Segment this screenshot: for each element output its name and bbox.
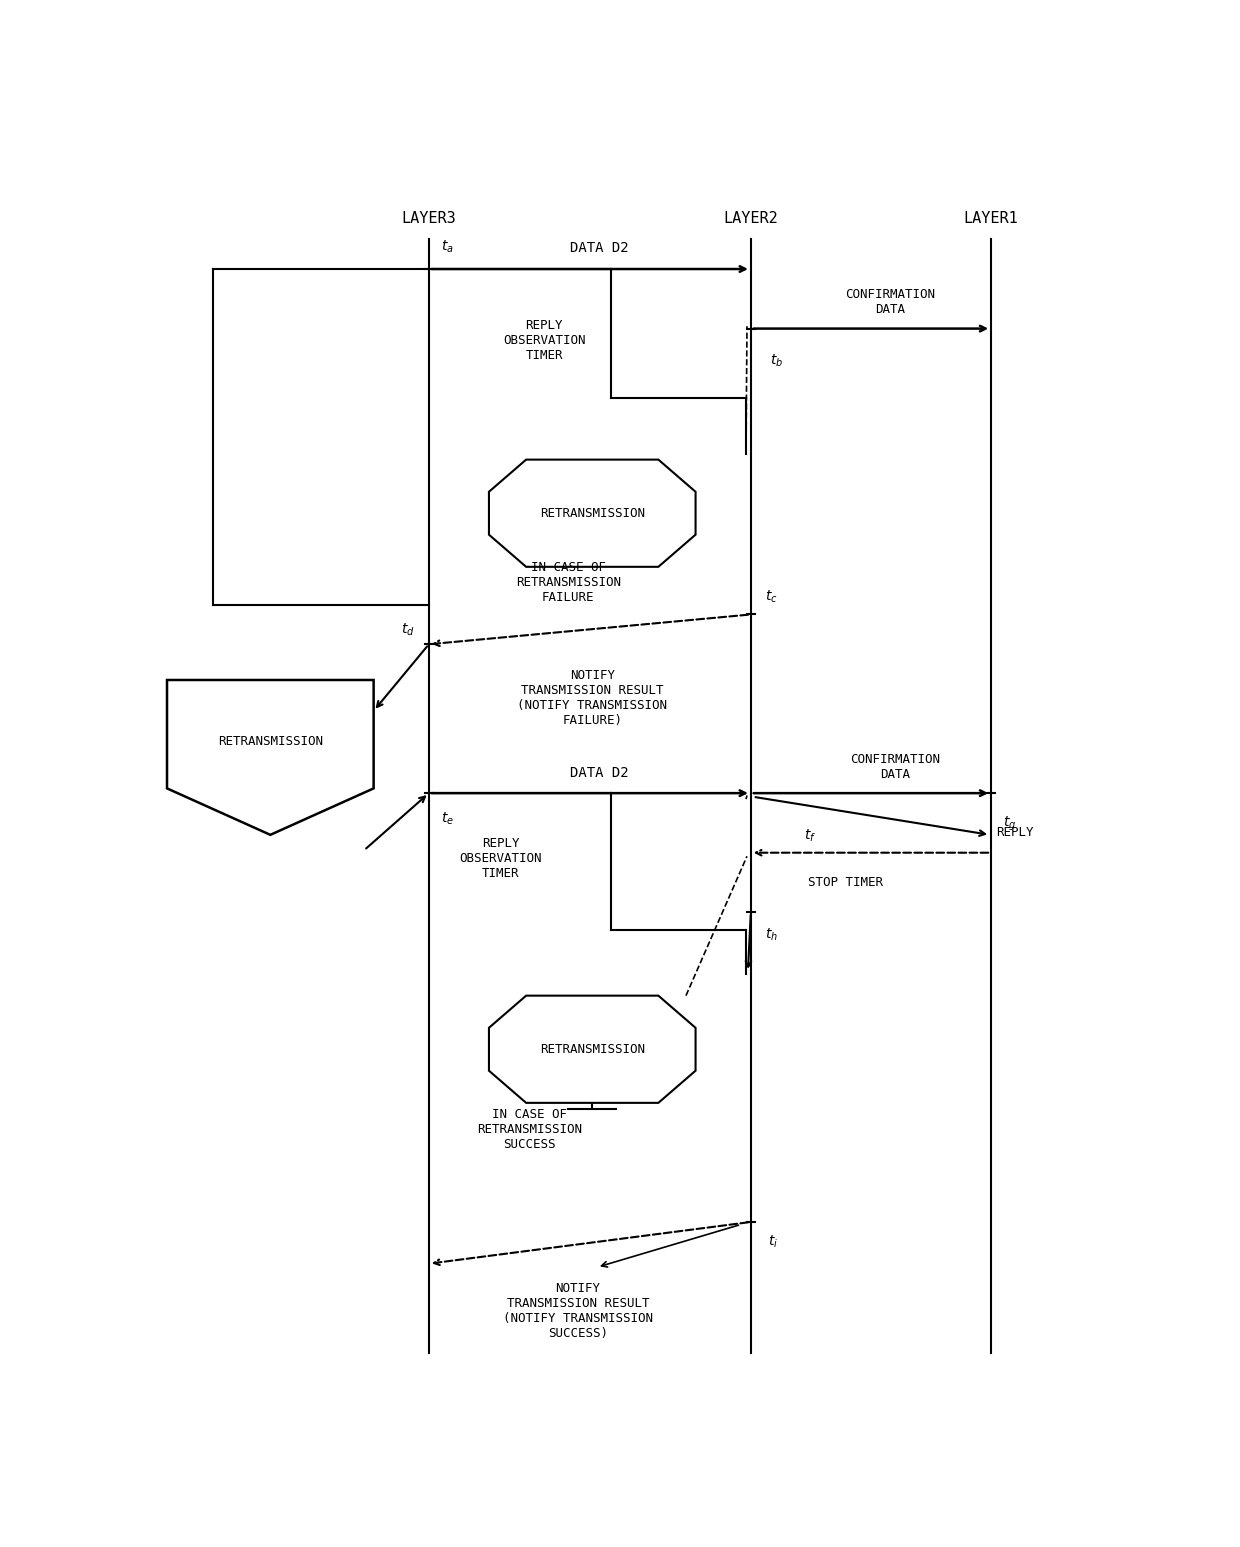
Text: LAYER2: LAYER2 xyxy=(723,212,779,226)
Text: RETRANSMISSION: RETRANSMISSION xyxy=(218,735,322,749)
Text: NOTIFY
TRANSMISSION RESULT
(NOTIFY TRANSMISSION
FAILURE): NOTIFY TRANSMISSION RESULT (NOTIFY TRANS… xyxy=(517,668,667,727)
Text: LAYER1: LAYER1 xyxy=(963,212,1018,226)
Text: REPLY
OBSERVATION
TIMER: REPLY OBSERVATION TIMER xyxy=(503,319,585,362)
Text: $t_g$: $t_g$ xyxy=(1003,815,1016,832)
Text: CONFIRMATION
DATA: CONFIRMATION DATA xyxy=(846,288,935,317)
Text: $t_d$: $t_d$ xyxy=(401,622,414,639)
Text: $t_h$: $t_h$ xyxy=(765,927,779,944)
Text: DATA D2: DATA D2 xyxy=(570,766,629,780)
Text: REPLY: REPLY xyxy=(996,826,1033,838)
Text: RETRANSMISSION: RETRANSMISSION xyxy=(539,1043,645,1055)
Text: IN CASE OF
RETRANSMISSION
FAILURE: IN CASE OF RETRANSMISSION FAILURE xyxy=(516,562,621,603)
Text: STOP TIMER: STOP TIMER xyxy=(808,876,883,890)
Text: IN CASE OF
RETRANSMISSION
SUCCESS: IN CASE OF RETRANSMISSION SUCCESS xyxy=(477,1108,583,1151)
Text: RETRANSMISSION: RETRANSMISSION xyxy=(539,507,645,520)
Text: $t_c$: $t_c$ xyxy=(765,588,777,605)
Text: LAYER3: LAYER3 xyxy=(402,212,456,226)
Text: NOTIFY
TRANSMISSION RESULT
(NOTIFY TRANSMISSION
SUCCESS): NOTIFY TRANSMISSION RESULT (NOTIFY TRANS… xyxy=(503,1282,652,1340)
Text: CONFIRMATION
DATA: CONFIRMATION DATA xyxy=(849,753,940,781)
Text: $t_f$: $t_f$ xyxy=(804,828,816,845)
Text: $t_e$: $t_e$ xyxy=(441,811,454,828)
Text: DATA D2: DATA D2 xyxy=(570,241,629,255)
Text: REPLY
OBSERVATION
TIMER: REPLY OBSERVATION TIMER xyxy=(460,837,542,880)
Text: $t_i$: $t_i$ xyxy=(768,1235,779,1250)
Text: $t_b$: $t_b$ xyxy=(770,353,784,368)
Text: $t_a$: $t_a$ xyxy=(441,238,454,255)
